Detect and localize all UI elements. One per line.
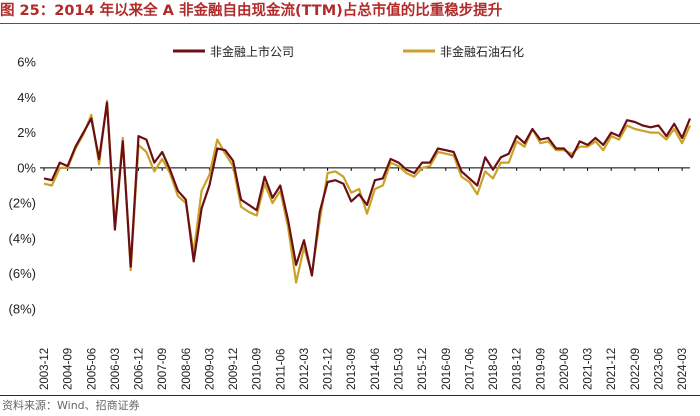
x-tick-label: 2007-09 [157,348,169,390]
x-tick-label: 2018-03 [488,348,500,390]
x-tick-label: 2022-09 [630,348,642,390]
x-tick-label: 2012-03 [299,348,311,390]
y-tick-label: 2% [17,125,36,140]
x-tick-label: 2010-09 [252,348,264,390]
x-tick-label: 2006-12 [134,348,146,390]
legend-label-series-2: 非金融石油石化 [440,44,524,59]
footer-divider [0,395,700,396]
x-tick-label: 2021-12 [606,348,618,390]
x-tick-label: 2011-06 [275,349,287,390]
x-tick-label: 2009-12 [228,348,240,390]
series-line-1 [43,101,692,277]
figure-title: 图 25：2014 年以来全 A 非金融自由现金流(TTM)占总市值的比重稳步提… [0,3,503,19]
x-tick-label: 2006-03 [110,348,122,390]
source-note: 资料来源：Wind、招商证券 [2,399,140,412]
x-tick-label: 2008-06 [181,348,193,390]
x-tick-label: 2015-03 [394,348,406,390]
x-tick-label: 2016-09 [441,348,453,390]
legend-label-series-1: 非金融上市公司 [210,44,294,59]
x-tick-label: 2018-12 [512,348,524,390]
y-tick-label: 0% [17,160,36,175]
y-tick-label: (4%) [9,231,36,246]
title-divider [0,23,700,24]
x-tick-label: 2023-06 [653,348,665,390]
x-tick-label: 2021-03 [583,348,595,390]
line-chart: 非金融上市公司 非金融石油石化 6% 4% 2% 0% (2%) (4%) (6%) (8%)… [9,44,692,390]
x-tick-label: 2004-09 [63,348,75,390]
x-tick-label: 2009-03 [204,348,216,390]
y-tick-label: (6%) [9,266,36,281]
y-tick-label: 4% [17,90,36,105]
x-tick-label: 2013-09 [346,348,358,390]
x-tick-label: 2005-06 [86,348,98,390]
x-tick-label: 2017-06 [464,348,476,390]
y-tick-label: 6% [17,55,36,70]
series-lines [43,99,692,284]
y-tick-label: (8%) [9,302,36,317]
x-axis: 2003-12 2004-09 2005-06 2006-03 2006-12 2007-… [39,167,689,390]
chart-legend: 非金融上市公司 非金融石油石化 [173,44,524,59]
x-tick-label: 2003-12 [39,348,51,390]
y-axis: 6% 4% 2% 0% (2%) (4%) (6%) (8%) [9,55,37,317]
series-line-2 [43,99,692,284]
x-tick-label: 2020-06 [559,348,571,390]
x-tick-label: 2019-09 [535,348,547,390]
x-tick-label: 2012-12 [323,348,335,390]
x-tick-label: 2014-06 [370,348,382,390]
x-tick-label: 2015-12 [417,348,429,390]
x-tick-label: 2024-03 [677,348,689,390]
y-tick-label: (2%) [9,196,36,211]
